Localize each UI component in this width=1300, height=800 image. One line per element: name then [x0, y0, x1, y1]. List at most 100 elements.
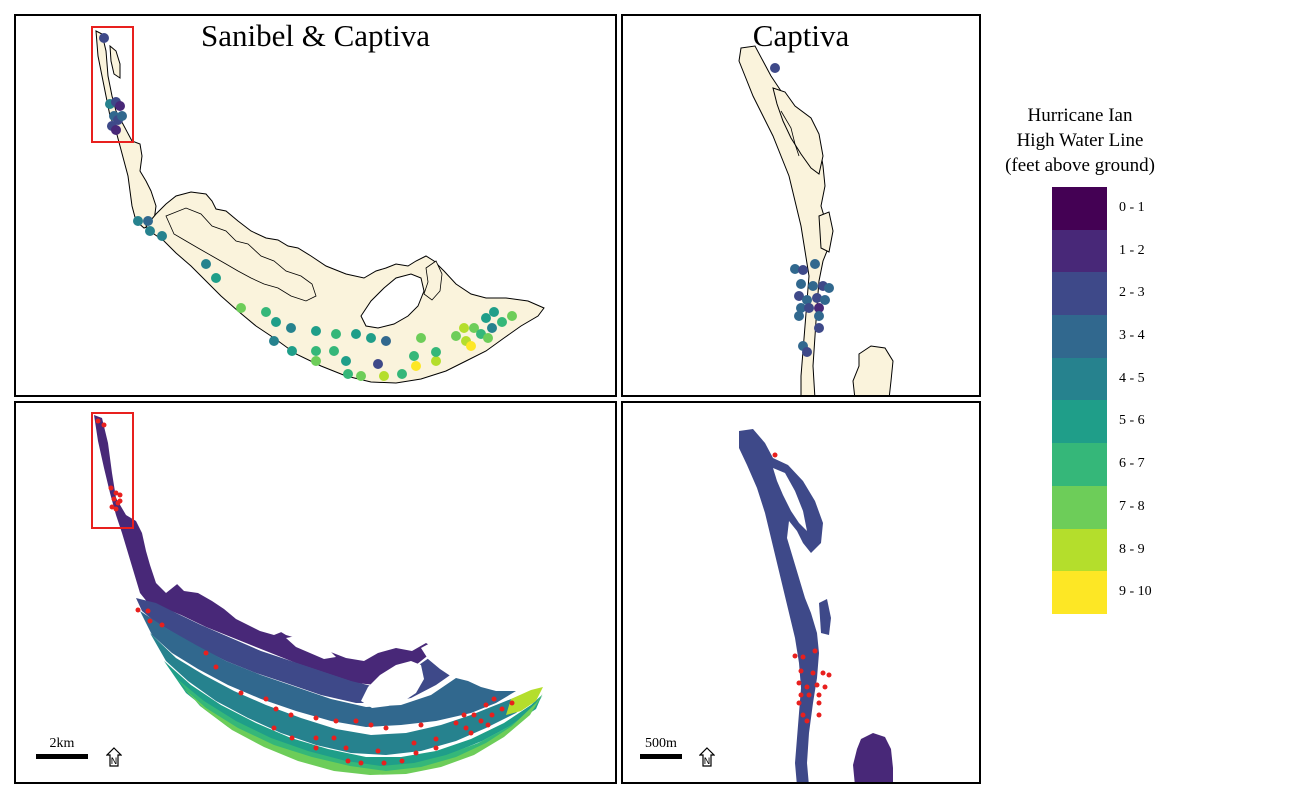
legend-label: 5 - 6 [1119, 400, 1152, 443]
surface-sample-point [492, 697, 497, 702]
captiva-water-line-point [796, 279, 806, 289]
legend-swatch [1052, 187, 1107, 230]
legend-swatch [1052, 358, 1107, 401]
legend-title-line-2: High Water Line [990, 128, 1170, 153]
scale-bar-line-right [640, 754, 682, 759]
water-line-point [201, 259, 211, 269]
water-line-point [481, 313, 491, 323]
captiva-island-shape [96, 31, 156, 228]
surface-sample-point [160, 623, 165, 628]
north-arrow-label: N [111, 757, 118, 767]
surface-sample-point [109, 486, 114, 491]
captiva-points-map [623, 16, 981, 397]
water-line-point [366, 333, 376, 343]
legend-swatch [1052, 230, 1107, 273]
captiva-surface-sample-point [797, 701, 802, 706]
captiva-water-line-point [802, 347, 812, 357]
water-line-point [145, 226, 155, 236]
water-line-point [416, 333, 426, 343]
surface-sample-point [344, 746, 349, 751]
water-line-point [111, 125, 121, 135]
surface-sample-point [384, 726, 389, 731]
water-line-point [343, 369, 353, 379]
legend-label: 0 - 1 [1119, 187, 1152, 230]
captiva-water-line-point [770, 63, 780, 73]
map-panel-captiva-points: Captiva [621, 14, 981, 397]
water-line-point [133, 216, 143, 226]
captiva-surface-sample-point [817, 701, 822, 706]
water-line-point [341, 356, 351, 366]
surface-sample-point [96, 419, 101, 424]
surface-sample-point [479, 719, 484, 724]
panel-title-captiva: Captiva [623, 18, 979, 54]
surface-sample-point [414, 751, 419, 756]
legend-label: 4 - 5 [1119, 358, 1152, 401]
captiva-surface-sample-point [817, 713, 822, 718]
captiva-water-line-point [810, 259, 820, 269]
legend-swatch [1052, 571, 1107, 614]
water-line-point [211, 273, 221, 283]
surface-sample-point [146, 609, 151, 614]
legend-swatch [1052, 529, 1107, 572]
captiva-surface-sample-point [801, 655, 806, 660]
water-line-point [487, 323, 497, 333]
water-line-point [466, 341, 476, 351]
legend-label: 3 - 4 [1119, 315, 1152, 358]
water-line-point [351, 329, 361, 339]
water-line-point [507, 311, 517, 321]
legend: Hurricane Ian High Water Line (feet abov… [990, 103, 1170, 178]
water-line-point [431, 347, 441, 357]
legend-title-line-1: Hurricane Ian [990, 103, 1170, 128]
surface-sample-point [204, 651, 209, 656]
surface-sample-point [434, 746, 439, 751]
captiva-surface-sample-point [827, 673, 832, 678]
water-line-point [379, 371, 389, 381]
sanibel-points-map [16, 16, 617, 397]
water-line-point [329, 346, 339, 356]
water-line-point [269, 336, 279, 346]
captiva-zoom-south-island [853, 346, 893, 397]
captiva-surface-sample-point [797, 681, 802, 686]
water-line-point [157, 231, 167, 241]
surface-sample-point [274, 707, 279, 712]
surface-sample-point [434, 737, 439, 742]
surface-sample-point [334, 719, 339, 724]
surface-sample-point [289, 713, 294, 718]
surface-sample-point [214, 665, 219, 670]
scale-bar-line [36, 754, 88, 759]
surface-sample-point [112, 497, 117, 502]
water-line-point [381, 336, 391, 346]
captiva-surface-sample-point [817, 693, 822, 698]
water-line-point [411, 361, 421, 371]
captiva-surface-sample-point [773, 453, 778, 458]
legend-swatch [1052, 400, 1107, 443]
captiva-surface-sample-point [807, 693, 812, 698]
captiva-water-line-point [814, 311, 824, 321]
captiva-water-line-point [804, 303, 814, 313]
surface-sample-point [272, 726, 277, 731]
legend-swatch [1052, 272, 1107, 315]
surface-sample-point [490, 713, 495, 718]
captiva-surface-map [623, 403, 981, 784]
surface-sample-point [102, 423, 107, 428]
surface-sample-point [369, 723, 374, 728]
water-line-point [311, 326, 321, 336]
surface-sample-point [419, 723, 424, 728]
captiva-surface-sample-point [821, 671, 826, 676]
captiva-water-line-point [820, 295, 830, 305]
sanibel-surface-map [16, 403, 617, 784]
captiva-surface-east-islet [819, 599, 831, 635]
captiva-surface-sample-point [799, 669, 804, 674]
surface-sample-point [148, 619, 153, 624]
legend-label: 1 - 2 [1119, 230, 1152, 273]
water-line-point [261, 307, 271, 317]
legend-labels: 0 - 1 1 - 2 2 - 3 3 - 4 4 - 5 5 - 6 6 - 7 7 - 8… [1119, 187, 1152, 614]
surface-sample-point [354, 719, 359, 724]
captiva-surface-sample-point [811, 671, 816, 676]
water-line-point [431, 356, 441, 366]
legend-swatch [1052, 443, 1107, 486]
water-line-point [331, 329, 341, 339]
water-line-point [311, 356, 321, 366]
water-line-point [236, 303, 246, 313]
legend-swatches [1052, 187, 1107, 614]
